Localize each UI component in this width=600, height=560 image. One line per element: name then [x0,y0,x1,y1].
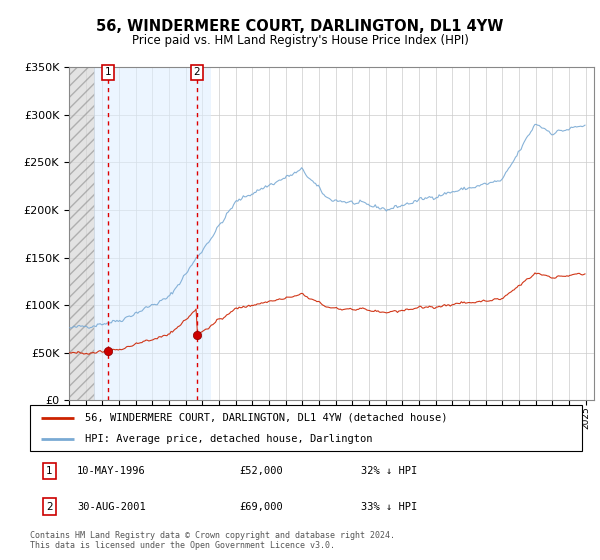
Bar [69,67,94,400]
Text: Price paid vs. HM Land Registry's House Price Index (HPI): Price paid vs. HM Land Registry's House … [131,34,469,47]
Text: 32% ↓ HPI: 32% ↓ HPI [361,466,418,476]
Text: HPI: Average price, detached house, Darlington: HPI: Average price, detached house, Darl… [85,435,373,444]
Text: 56, WINDERMERE COURT, DARLINGTON, DL1 4YW: 56, WINDERMERE COURT, DARLINGTON, DL1 4Y… [97,20,503,34]
Text: 2: 2 [193,67,200,77]
Text: 33% ↓ HPI: 33% ↓ HPI [361,502,418,511]
Text: 1: 1 [46,466,53,476]
Text: 10-MAY-1996: 10-MAY-1996 [77,466,146,476]
Text: £52,000: £52,000 [240,466,284,476]
Text: 1: 1 [105,67,112,77]
FancyBboxPatch shape [30,405,582,451]
Text: 2: 2 [46,502,53,511]
Text: Contains HM Land Registry data © Crown copyright and database right 2024.
This d: Contains HM Land Registry data © Crown c… [30,530,395,550]
Bar [94,67,211,400]
Text: 56, WINDERMERE COURT, DARLINGTON, DL1 4YW (detached house): 56, WINDERMERE COURT, DARLINGTON, DL1 4Y… [85,413,448,423]
Text: 30-AUG-2001: 30-AUG-2001 [77,502,146,511]
Text: £69,000: £69,000 [240,502,284,511]
